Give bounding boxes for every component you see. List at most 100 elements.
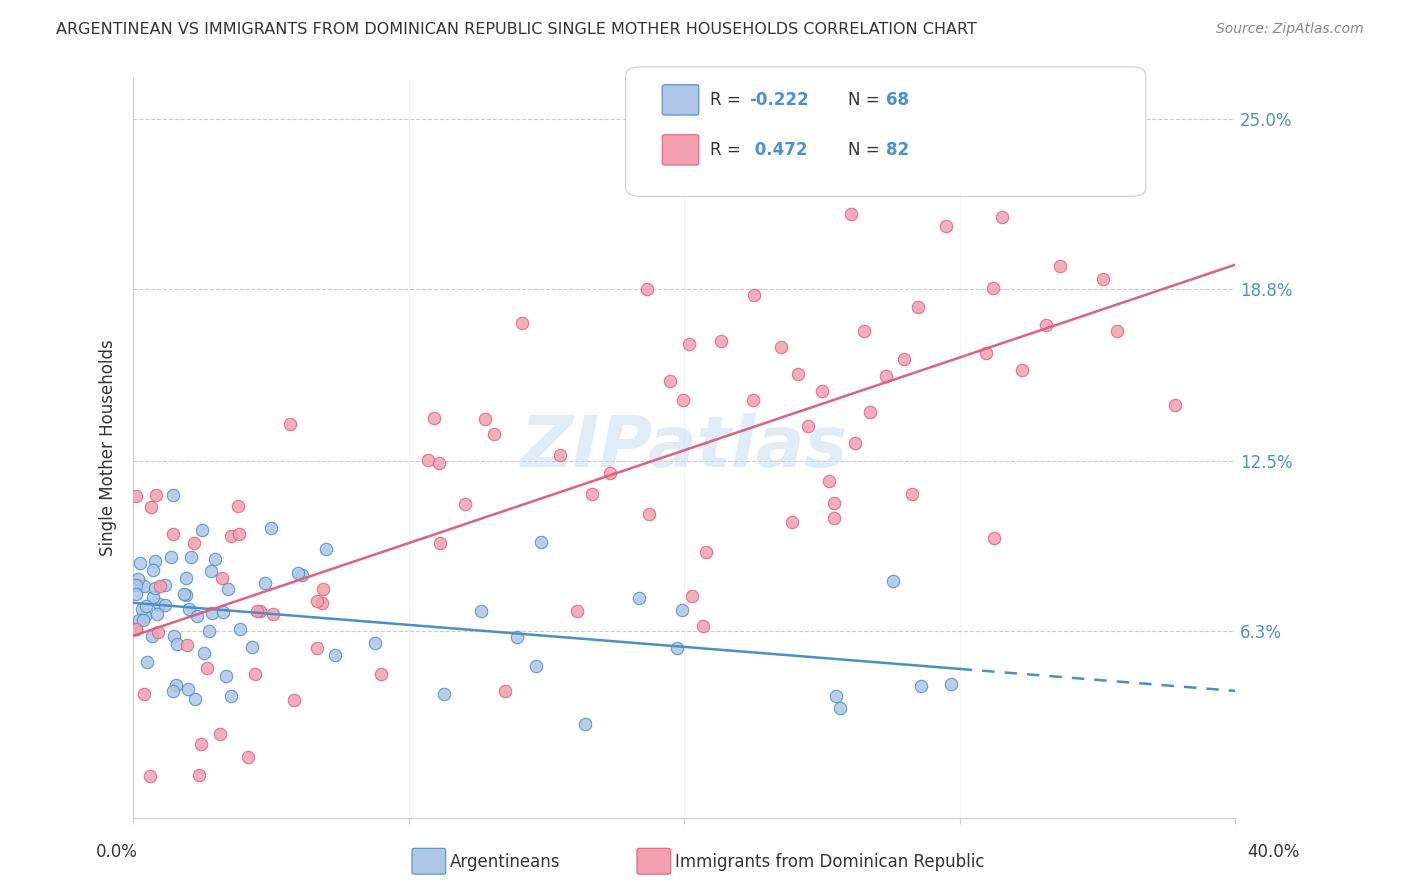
Point <box>510 316 533 330</box>
Text: ZIPatlas: ZIPatlas <box>520 413 848 483</box>
Point <box>882 574 904 588</box>
Point <box>209 727 232 741</box>
Point <box>839 207 862 221</box>
Point <box>128 613 150 627</box>
Point <box>246 604 269 618</box>
Text: 68: 68 <box>886 91 908 109</box>
Point <box>212 605 235 619</box>
Y-axis label: Single Mother Households: Single Mother Households <box>100 339 117 556</box>
Text: Argentineans: Argentineans <box>450 853 561 871</box>
Point <box>672 393 695 408</box>
Point <box>177 601 200 615</box>
Point <box>228 527 250 541</box>
Point <box>127 572 149 586</box>
Point <box>710 334 733 349</box>
Point <box>797 419 820 434</box>
Point <box>132 613 155 627</box>
Point <box>1011 363 1033 377</box>
Point <box>204 551 226 566</box>
Point <box>243 667 266 681</box>
Point <box>1164 398 1187 412</box>
Point <box>976 346 998 360</box>
Point <box>240 640 263 655</box>
Text: -0.222: -0.222 <box>749 91 808 109</box>
Point <box>214 669 236 683</box>
Text: R =: R = <box>710 91 747 109</box>
Point <box>811 384 834 398</box>
Point <box>780 516 803 530</box>
Point <box>219 528 242 542</box>
Point <box>173 587 195 601</box>
Point <box>139 500 162 514</box>
Point <box>550 448 572 462</box>
Point <box>146 607 169 622</box>
Point <box>238 750 260 764</box>
Point <box>416 452 439 467</box>
Point <box>983 531 1005 545</box>
Point <box>183 536 205 550</box>
Point <box>200 564 222 578</box>
Point <box>262 607 284 621</box>
Point <box>142 563 165 577</box>
Point <box>769 339 792 353</box>
Point <box>893 352 915 367</box>
Point <box>370 666 392 681</box>
Point <box>311 597 333 611</box>
Point <box>134 608 156 623</box>
Point <box>125 489 148 503</box>
Point <box>325 648 347 662</box>
Point <box>184 692 207 706</box>
Point <box>305 640 328 655</box>
Point <box>143 554 166 568</box>
Point <box>692 619 714 633</box>
Point <box>283 693 305 707</box>
Point <box>211 571 233 585</box>
Point <box>155 598 177 612</box>
Point <box>160 550 183 565</box>
Point <box>125 578 148 592</box>
Point <box>823 511 845 525</box>
Point <box>143 581 166 595</box>
Point <box>229 622 252 636</box>
Point <box>939 677 962 691</box>
Point <box>859 404 882 418</box>
Point <box>818 474 841 488</box>
Point <box>935 219 957 233</box>
Point <box>193 646 215 660</box>
Text: ARGENTINEAN VS IMMIGRANTS FROM DOMINICAN REPUBLIC SINGLE MOTHER HOUSEHOLDS CORRE: ARGENTINEAN VS IMMIGRANTS FROM DOMINICAN… <box>56 22 977 37</box>
Point <box>678 336 700 351</box>
Point <box>637 507 659 521</box>
Point <box>186 608 208 623</box>
Point <box>682 589 704 603</box>
Point <box>636 282 658 296</box>
Text: N =: N = <box>848 141 884 159</box>
Point <box>474 412 496 426</box>
Point <box>901 487 924 501</box>
Point <box>249 604 271 618</box>
Point <box>180 549 202 564</box>
Point <box>191 523 214 537</box>
Point <box>828 701 851 715</box>
Point <box>307 593 329 607</box>
Point <box>482 427 505 442</box>
Point <box>149 579 172 593</box>
Text: 0.472: 0.472 <box>749 141 808 159</box>
Point <box>524 658 547 673</box>
Point <box>910 680 932 694</box>
Text: Source: ZipAtlas.com: Source: ZipAtlas.com <box>1216 22 1364 37</box>
Point <box>565 604 588 618</box>
Point <box>666 641 689 656</box>
Point <box>166 637 188 651</box>
Point <box>991 210 1014 224</box>
Point <box>671 603 693 617</box>
Point <box>219 689 242 703</box>
Point <box>287 566 309 581</box>
Point <box>574 716 596 731</box>
Point <box>599 466 621 480</box>
Point <box>165 678 187 692</box>
Point <box>907 301 929 315</box>
Point <box>176 588 198 602</box>
Point <box>136 656 159 670</box>
Point <box>125 622 148 636</box>
Point <box>142 590 165 604</box>
